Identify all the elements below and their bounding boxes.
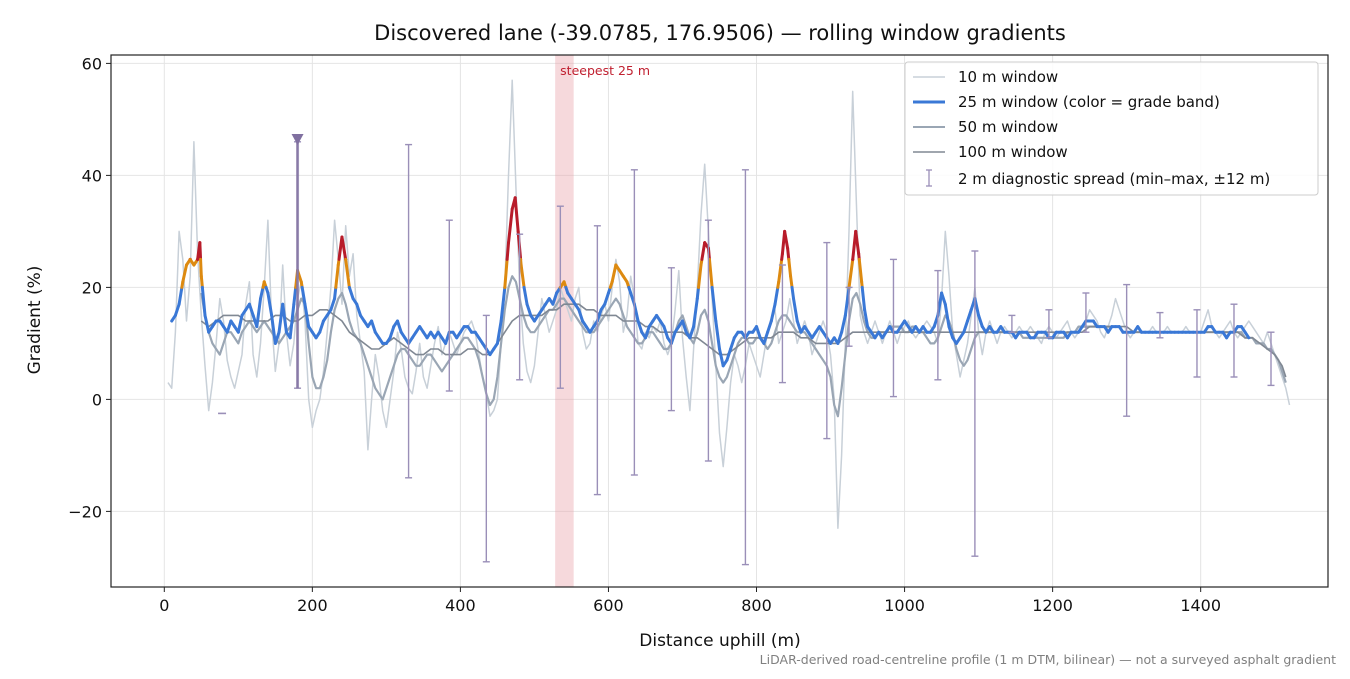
- series-25m-segment-low: [335, 287, 336, 298]
- legend-label-10m: 10 m window: [958, 68, 1058, 86]
- y-tick-label: 0: [92, 390, 102, 409]
- x-tick-label: 1000: [884, 596, 925, 615]
- legend-label-100m: 100 m window: [958, 143, 1068, 161]
- series-25m-segment-low: [294, 287, 296, 304]
- x-axis-label: Distance uphill (m): [639, 631, 800, 651]
- series-25m-segment-low: [792, 287, 793, 298]
- legend-label-spread: 2 m diagnostic spread (min–max, ±12 m): [958, 170, 1270, 188]
- series-25m-segment-high: [200, 243, 201, 260]
- x-tick-label: 400: [445, 596, 476, 615]
- series-25m-segment-mid: [791, 276, 792, 287]
- series-25m-segment-high: [788, 248, 789, 259]
- series-25m-segment-mid: [201, 259, 202, 276]
- x-tick-label: 600: [593, 596, 624, 615]
- series-25m-segment-mid: [789, 259, 791, 276]
- series-25m-segment-high: [507, 243, 508, 260]
- x-tick-label: 800: [741, 596, 772, 615]
- x-tick-label: 200: [297, 596, 328, 615]
- y-tick-label: −20: [68, 502, 102, 521]
- y-tick-label: 40: [82, 166, 102, 185]
- chart-title: Discovered lane (-39.0785, 176.9506) — r…: [374, 21, 1066, 45]
- legend-label-50m: 50 m window: [958, 118, 1058, 136]
- y-tick-label: 60: [82, 54, 102, 73]
- x-tick-label: 1400: [1180, 596, 1221, 615]
- legend-label-25m: 25 m window (color = grade band): [958, 93, 1220, 111]
- x-tick-label: 1200: [1032, 596, 1073, 615]
- steepest-label: steepest 25 m: [560, 63, 650, 78]
- series-25m-segment-low: [697, 287, 698, 298]
- y-tick-label: 20: [82, 278, 102, 297]
- y-axis-label: Gradient (%): [25, 266, 45, 375]
- footnote: LiDAR-derived road-centreline profile (1…: [760, 652, 1336, 667]
- legend: 10 m window 25 m window (color = grade b…: [905, 62, 1318, 195]
- series-25m-segment-mid: [201, 276, 202, 287]
- x-tick-label: 0: [159, 596, 169, 615]
